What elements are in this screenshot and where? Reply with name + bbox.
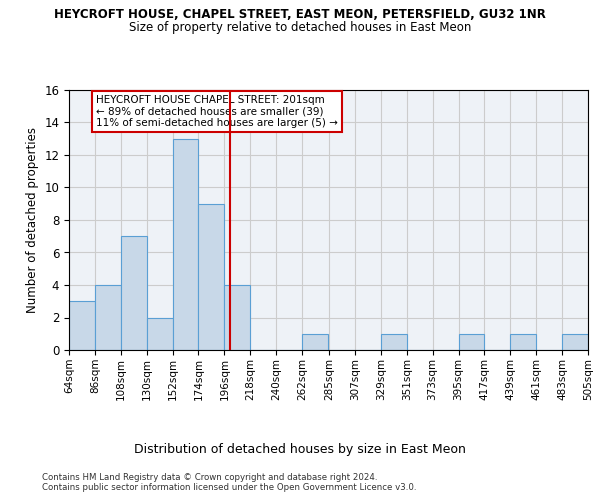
Bar <box>458 334 484 350</box>
Bar <box>121 236 146 350</box>
Bar <box>146 318 173 350</box>
Text: Contains public sector information licensed under the Open Government Licence v3: Contains public sector information licen… <box>42 484 416 492</box>
Bar <box>69 301 95 350</box>
Bar <box>381 334 407 350</box>
Text: Contains HM Land Registry data © Crown copyright and database right 2024.: Contains HM Land Registry data © Crown c… <box>42 472 377 482</box>
Bar <box>199 204 224 350</box>
Bar <box>224 285 250 350</box>
Text: HEYCROFT HOUSE CHAPEL STREET: 201sqm
← 89% of detached houses are smaller (39)
1: HEYCROFT HOUSE CHAPEL STREET: 201sqm ← 8… <box>96 95 338 128</box>
Bar <box>95 285 121 350</box>
Bar <box>562 334 588 350</box>
Bar <box>302 334 328 350</box>
Text: HEYCROFT HOUSE, CHAPEL STREET, EAST MEON, PETERSFIELD, GU32 1NR: HEYCROFT HOUSE, CHAPEL STREET, EAST MEON… <box>54 8 546 20</box>
Bar <box>173 138 199 350</box>
Bar <box>511 334 536 350</box>
Y-axis label: Number of detached properties: Number of detached properties <box>26 127 39 313</box>
Text: Distribution of detached houses by size in East Meon: Distribution of detached houses by size … <box>134 442 466 456</box>
Text: Size of property relative to detached houses in East Meon: Size of property relative to detached ho… <box>129 21 471 34</box>
